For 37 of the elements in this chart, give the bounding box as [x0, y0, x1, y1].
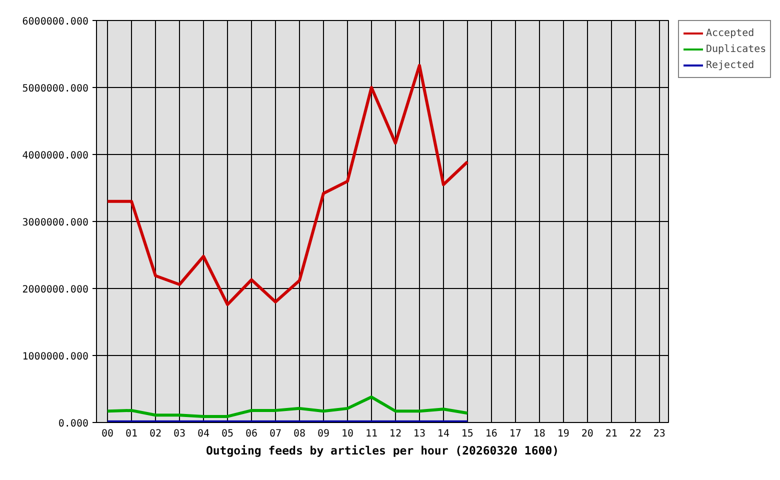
x-tick-label: 19	[557, 428, 570, 440]
line-series	[106, 396, 469, 418]
y-tick-label: 2000000.000	[22, 284, 89, 296]
x-tick-label: 01	[126, 428, 138, 440]
x-tick-label: 14	[437, 428, 450, 440]
y-tick-label: 4000000.000	[22, 150, 89, 162]
legend-label: Rejected	[706, 58, 754, 72]
x-tick-label: 18	[533, 428, 546, 440]
x-tick-label: 04	[197, 428, 210, 440]
legend-label: Accepted	[706, 26, 754, 40]
x-tick-label: 03	[173, 428, 186, 440]
x-axis-title: Outgoing feeds by articles per hour (20260320 1600)	[206, 444, 560, 458]
legend-label: Duplicates	[706, 42, 766, 56]
x-tick-label: 15	[461, 428, 474, 440]
x-tick-label: 06	[245, 428, 258, 440]
x-tick-label: 10	[341, 428, 354, 440]
x-tick-label: 22	[629, 428, 642, 440]
y-tick-label: 5000000.000	[22, 84, 89, 94]
x-tick-label: 07	[269, 428, 282, 440]
y-tick-label: 6000000.000	[22, 16, 89, 28]
x-tick-label: 17	[509, 428, 522, 440]
x-tick-label: 11	[365, 428, 378, 440]
x-tick-label: 21	[605, 428, 618, 440]
x-tick-label: 23	[653, 428, 666, 440]
x-tick-label: 08	[293, 428, 306, 440]
x-tick-label: 16	[485, 428, 498, 440]
y-tick-label: 3000000.000	[22, 218, 89, 228]
y-tick-label: 0.000	[58, 418, 89, 430]
x-tick-label: 20	[581, 428, 594, 440]
x-tick-label: 00	[102, 428, 114, 440]
x-tick-label: 02	[150, 428, 162, 440]
x-tick-label: 13	[413, 428, 426, 440]
line-series	[106, 64, 469, 306]
x-tick-label: 12	[389, 428, 402, 440]
x-tick-label: 05	[221, 428, 234, 440]
x-tick-label: 09	[317, 428, 330, 440]
y-tick-label: 1000000.000	[22, 352, 89, 362]
